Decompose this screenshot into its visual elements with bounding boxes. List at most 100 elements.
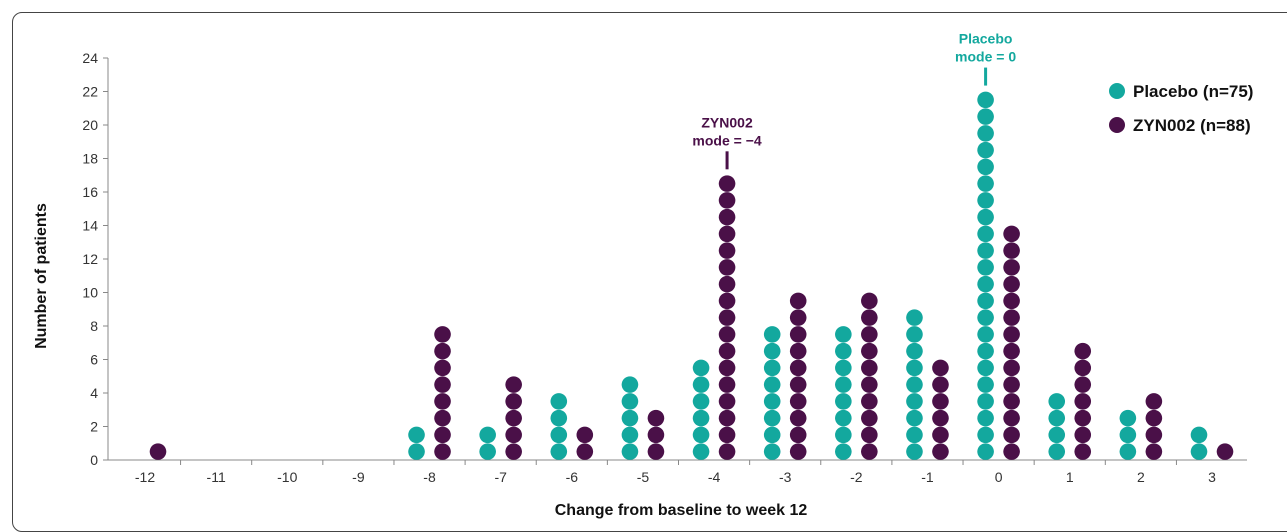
dot-placebo — [1048, 409, 1066, 427]
dot-zyn002 — [718, 292, 736, 310]
dot-zyn002 — [861, 342, 878, 360]
y-tick-label: 22 — [82, 84, 98, 100]
annotation-line2: mode = −4 — [692, 132, 761, 148]
dot-placebo — [835, 326, 852, 343]
dot-placebo — [835, 393, 852, 410]
dot-zyn002 — [1003, 225, 1020, 243]
dot-zyn002 — [932, 393, 949, 410]
x-axis-title: Change from baseline to week 12 — [555, 502, 808, 519]
dot-placebo — [621, 426, 639, 444]
dot-placebo — [763, 326, 781, 343]
dot-placebo — [479, 426, 496, 444]
dot-zyn002 — [434, 376, 451, 393]
dot-placebo — [621, 376, 639, 393]
dot-zyn002 — [1145, 426, 1163, 444]
x-tick-label: 2 — [1137, 469, 1145, 485]
dot-zyn002 — [718, 192, 736, 209]
dot-zyn002 — [789, 409, 807, 427]
dot-zyn002 — [1074, 393, 1092, 410]
dot-zyn002 — [789, 342, 807, 360]
dot-zyn002 — [1074, 443, 1092, 460]
dot-zyn002 — [1003, 393, 1020, 410]
dot-zyn002 — [647, 409, 665, 427]
dot-placebo — [763, 409, 781, 427]
dot-placebo — [1119, 426, 1137, 444]
dot-placebo — [977, 359, 994, 377]
dot-zyn002 — [861, 359, 878, 377]
dot-zyn002 — [1003, 242, 1020, 259]
y-tick-label: 20 — [82, 117, 98, 133]
dot-zyn002 — [1074, 359, 1092, 377]
dot-placebo — [835, 443, 852, 460]
dot-placebo — [977, 125, 994, 142]
dot-zyn002 — [1074, 426, 1092, 444]
dot-placebo — [763, 359, 781, 377]
dot-zyn002 — [434, 326, 451, 343]
dot-zyn002 — [789, 376, 807, 393]
dot-placebo — [906, 409, 923, 427]
dot-zyn002 — [505, 376, 522, 393]
x-tick-label: 1 — [1066, 469, 1074, 485]
dot-placebo — [906, 426, 923, 444]
dot-zyn002 — [434, 426, 451, 444]
x-tick-label: -10 — [277, 469, 297, 485]
x-tick-label: -3 — [779, 469, 792, 485]
dot-placebo — [1190, 443, 1208, 460]
x-tick-label: -1 — [921, 469, 934, 485]
dot-placebo — [835, 426, 852, 444]
x-tick-label: 0 — [995, 469, 1003, 485]
x-tick-label: 3 — [1208, 469, 1216, 485]
dot-zyn002 — [505, 443, 522, 460]
dot-zyn002 — [434, 393, 451, 410]
dot-placebo — [977, 426, 994, 444]
x-tick-label: -5 — [637, 469, 650, 485]
dot-placebo — [977, 208, 994, 226]
dot-placebo — [977, 141, 994, 159]
dot-zyn002 — [789, 292, 807, 310]
dot-placebo — [550, 409, 568, 427]
dot-zyn002 — [1216, 443, 1234, 460]
dot-placebo — [835, 409, 852, 427]
dot-zyn002 — [1074, 409, 1092, 427]
dot-placebo — [977, 292, 994, 310]
dot-zyn002 — [718, 309, 736, 326]
dot-placebo — [763, 376, 781, 393]
annotation-line1: ZYN002 — [701, 114, 753, 130]
dot-placebo — [763, 393, 781, 410]
dot-placebo — [977, 175, 994, 192]
dot-placebo — [763, 342, 781, 360]
dot-zyn002 — [789, 426, 807, 444]
dot-zyn002 — [1074, 342, 1092, 360]
dot-zyn002 — [1003, 275, 1020, 293]
x-tick-label: -9 — [352, 469, 365, 485]
x-tick-label: -6 — [566, 469, 579, 485]
dot-zyn002 — [1003, 292, 1020, 310]
dot-placebo — [977, 192, 994, 209]
dots-layer — [149, 91, 1234, 460]
dot-placebo — [1119, 443, 1137, 460]
dot-placebo — [906, 443, 923, 460]
dot-zyn002 — [1145, 393, 1163, 410]
dot-zyn002 — [1003, 376, 1020, 393]
y-tick-label: 2 — [90, 419, 98, 435]
dot-zyn002 — [718, 225, 736, 243]
dot-zyn002 — [1003, 309, 1020, 326]
dot-zyn002 — [1003, 342, 1020, 360]
dot-zyn002 — [647, 443, 665, 460]
annotations-layer: Placebo mode = 0 ZYN002 mode = −4 — [692, 31, 1016, 170]
annotation-line1: Placebo — [959, 31, 1013, 47]
dot-zyn002 — [932, 409, 949, 427]
dot-placebo — [550, 426, 568, 444]
y-tick-label: 12 — [82, 251, 98, 267]
legend-label-zyn002: ZYN002 (n=88) — [1133, 116, 1251, 135]
dot-placebo — [550, 393, 568, 410]
dot-zyn002 — [505, 409, 522, 427]
dot-placebo — [977, 275, 994, 293]
dot-placebo — [977, 342, 994, 360]
y-tick-label: 24 — [82, 50, 98, 66]
dot-zyn002 — [1145, 409, 1163, 427]
dot-zyn002 — [789, 359, 807, 377]
dot-zyn002 — [576, 443, 594, 460]
dot-placebo — [906, 393, 923, 410]
